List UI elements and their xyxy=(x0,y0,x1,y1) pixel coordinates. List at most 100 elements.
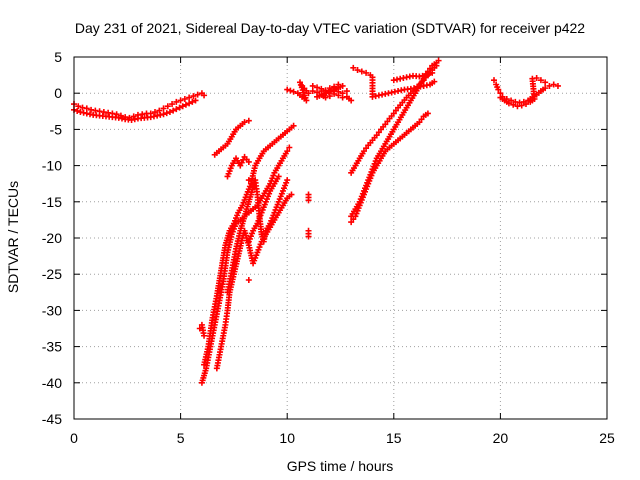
data-point xyxy=(176,104,183,111)
data-point xyxy=(546,82,553,89)
data-point xyxy=(186,100,193,107)
x-tick-label: 0 xyxy=(70,430,78,446)
data-point xyxy=(542,79,549,86)
data-point xyxy=(177,97,184,104)
data-point xyxy=(166,109,173,116)
y-axis-label: SDTVAR / TECUs xyxy=(5,181,21,293)
data-point xyxy=(152,109,159,116)
data-point xyxy=(156,107,163,114)
data-point xyxy=(190,93,197,100)
data-point xyxy=(309,82,316,89)
x-axis-label: GPS time / hours xyxy=(287,458,394,474)
data-point xyxy=(284,177,291,184)
data-point xyxy=(83,105,90,112)
data-point xyxy=(241,119,248,126)
data-point xyxy=(537,77,544,84)
data-point xyxy=(522,101,529,108)
data-point xyxy=(335,92,342,99)
data-point xyxy=(314,93,321,100)
data-point xyxy=(170,107,177,114)
data-point xyxy=(296,79,303,86)
x-tick-label: 20 xyxy=(493,430,509,446)
data-point xyxy=(74,107,81,114)
y-tick-label: -35 xyxy=(42,339,62,355)
data-point xyxy=(290,122,297,129)
data-point xyxy=(358,68,365,75)
data-point xyxy=(510,101,517,108)
y-tick-label: -30 xyxy=(42,302,62,318)
grid xyxy=(74,57,607,419)
data-point xyxy=(245,117,252,124)
data-point xyxy=(181,95,188,102)
data-point xyxy=(542,85,549,92)
y-tick-label: -20 xyxy=(42,230,62,246)
data-point xyxy=(554,82,561,89)
data-point xyxy=(286,144,293,151)
data-point xyxy=(518,102,525,109)
data-point xyxy=(179,103,186,110)
data-point xyxy=(424,110,431,117)
data-point xyxy=(287,87,294,94)
data-point xyxy=(305,90,312,97)
data-point xyxy=(173,106,180,113)
data-point xyxy=(173,98,180,105)
data-point xyxy=(326,93,333,100)
data-point xyxy=(163,110,170,117)
data-point xyxy=(314,84,321,91)
y-tick-label: -40 xyxy=(42,375,62,391)
data-point xyxy=(192,97,199,104)
data-point xyxy=(491,77,498,84)
data-point xyxy=(245,177,252,184)
data-point xyxy=(189,98,196,105)
chart-title: Day 231 of 2021, Sidereal Day-to-day VTE… xyxy=(75,20,585,36)
x-tick-label: 5 xyxy=(177,430,185,446)
data-point xyxy=(130,113,137,120)
data-point xyxy=(290,88,297,95)
data-point xyxy=(331,90,338,97)
data-point xyxy=(433,62,440,69)
data-point xyxy=(550,81,557,88)
data-point xyxy=(354,67,361,74)
data-point xyxy=(194,91,201,98)
data-point xyxy=(186,94,193,101)
data-point xyxy=(309,88,316,95)
y-tick-label: 5 xyxy=(54,49,62,65)
data-point xyxy=(431,78,438,85)
data-point xyxy=(169,101,176,108)
data-point xyxy=(343,88,350,95)
y-tick-label: -10 xyxy=(42,158,62,174)
x-tick-label: 10 xyxy=(279,430,295,446)
data-point xyxy=(318,85,325,92)
data-point xyxy=(288,191,295,198)
data-point xyxy=(495,86,502,93)
data-point xyxy=(245,158,252,165)
data-point xyxy=(363,69,370,76)
data-point xyxy=(160,111,167,118)
data-point xyxy=(284,148,291,155)
data-point xyxy=(75,103,82,110)
data-point xyxy=(245,276,252,283)
axis-ticks: 0 5 10 15 20 25 5 0 -5 -10 -15 -20 -25 -30 -35 -40 -45 xyxy=(42,49,615,446)
y-tick-label: -15 xyxy=(42,194,62,210)
data-point xyxy=(113,111,120,118)
x-tick-label: 15 xyxy=(386,430,402,446)
data-point xyxy=(533,74,540,81)
y-tick-label: -45 xyxy=(42,411,62,427)
x-tick-label: 25 xyxy=(599,430,615,446)
data-point xyxy=(348,97,355,104)
data-point xyxy=(284,86,291,93)
data-point xyxy=(258,231,265,238)
data-points xyxy=(71,57,561,386)
data-point xyxy=(201,332,208,339)
data-point xyxy=(505,100,512,107)
data-point xyxy=(350,64,357,71)
data-point xyxy=(275,173,282,180)
y-tick-label: 0 xyxy=(54,85,62,101)
data-point xyxy=(305,233,312,240)
data-point xyxy=(160,105,167,112)
y-tick-label: -25 xyxy=(42,266,62,282)
data-point xyxy=(305,197,312,204)
y-tick-label: -5 xyxy=(50,121,63,137)
